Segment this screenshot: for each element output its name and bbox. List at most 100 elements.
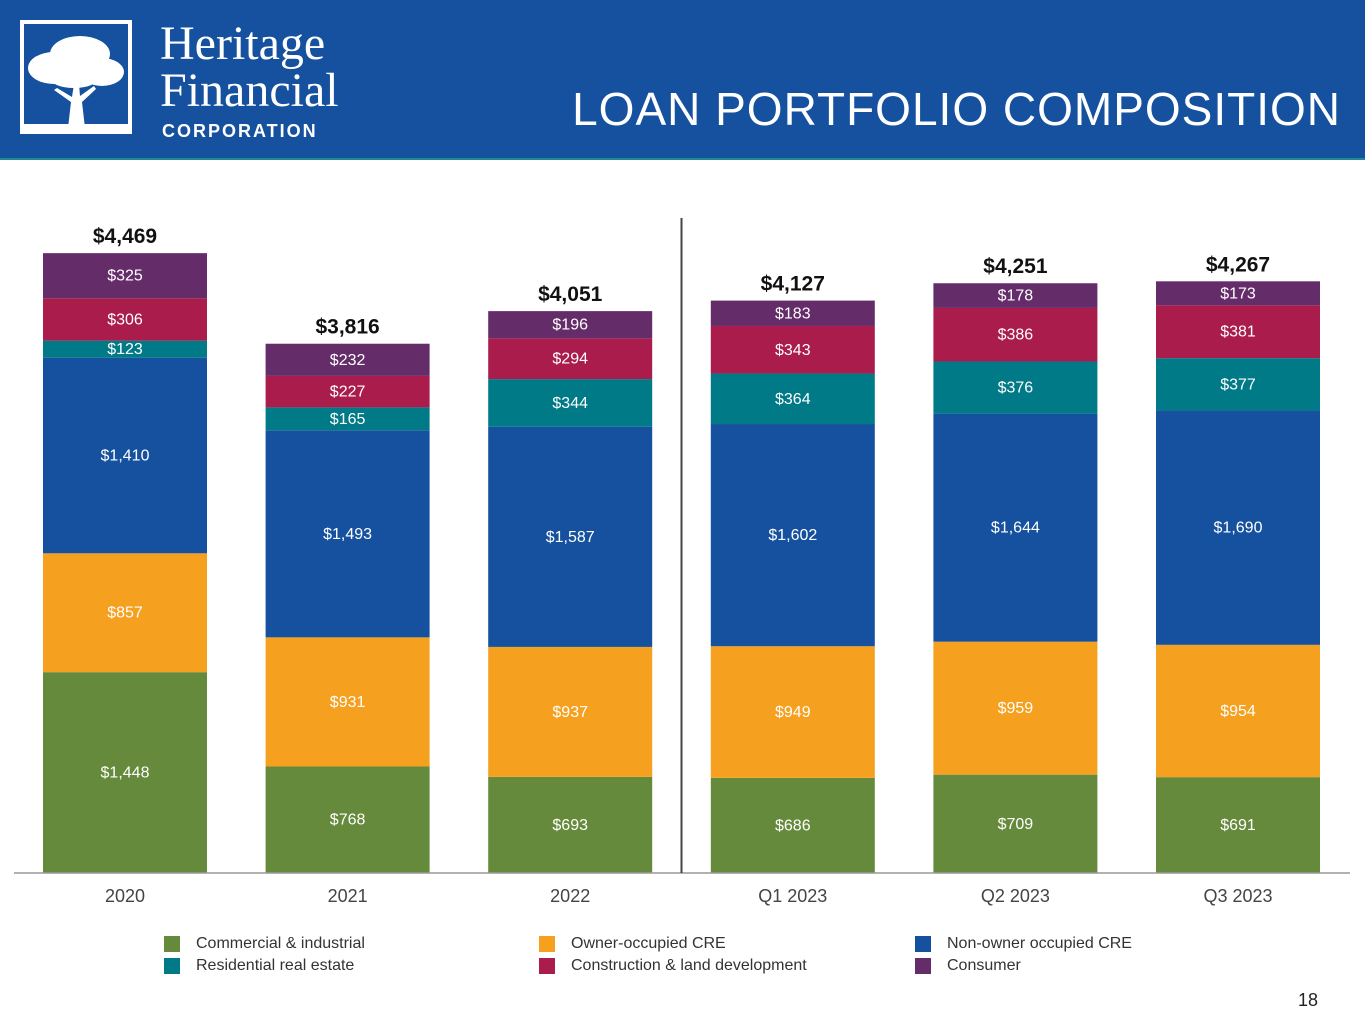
data-label: $364 — [775, 391, 811, 408]
data-label: $183 — [775, 305, 811, 322]
data-label: $1,448 — [101, 765, 150, 782]
bar-segment — [43, 298, 207, 341]
bar-segment — [710, 325, 875, 374]
data-label: $123 — [107, 341, 143, 358]
page-title: LOAN PORTFOLIO COMPOSITION — [572, 83, 1341, 135]
bar-segment — [710, 300, 875, 326]
data-label: $343 — [775, 342, 811, 359]
chart-legend: Commercial & industrial Owner-occupied C… — [164, 934, 1264, 978]
bar-segment — [265, 766, 430, 873]
data-label: $954 — [1220, 703, 1256, 720]
data-label: $686 — [775, 817, 811, 834]
data-label: $165 — [330, 411, 366, 428]
legend-swatch — [539, 958, 555, 974]
data-label: $376 — [998, 380, 1034, 397]
bar-segment — [43, 553, 207, 673]
bar-segment — [488, 379, 653, 427]
bar-segment — [43, 357, 207, 554]
data-label: $1,644 — [991, 520, 1040, 537]
total-label: $3,816 — [315, 316, 379, 339]
data-label: $377 — [1220, 376, 1256, 393]
x-tick-label: Q3 2023 — [1203, 886, 1272, 906]
data-label: $1,587 — [546, 529, 595, 546]
legend-swatch — [164, 936, 180, 952]
data-label: $294 — [552, 351, 588, 368]
data-label: $949 — [775, 704, 811, 721]
data-label: $386 — [998, 327, 1034, 344]
bar-segment — [933, 413, 1098, 642]
data-label: $178 — [998, 288, 1034, 305]
data-label: $173 — [1220, 285, 1256, 302]
bar-segment — [488, 426, 653, 647]
bar-segment — [1156, 305, 1320, 359]
bar-segment — [933, 283, 1098, 308]
data-label: $325 — [107, 268, 143, 285]
bar-segment — [1156, 358, 1320, 411]
bar-segment — [488, 776, 653, 873]
total-label: $4,051 — [538, 283, 603, 306]
legend-swatch — [915, 958, 931, 974]
bar-segment — [933, 774, 1098, 873]
page-number: 18 — [1298, 990, 1319, 1010]
stacked-bar-chart: $1,448 $857 $1,410 $123 $306 $325 $4,469 2020 $7… — [14, 218, 1350, 906]
data-label: $232 — [330, 352, 366, 369]
bar-segment — [710, 777, 875, 873]
bar-segment — [933, 307, 1098, 362]
total-label: $4,127 — [761, 273, 825, 296]
bar-segment — [933, 641, 1098, 775]
bar-segment — [488, 311, 653, 339]
x-tick-label: 2021 — [328, 886, 368, 906]
data-label: $196 — [552, 317, 588, 334]
total-label: $4,469 — [93, 225, 157, 248]
total-label: $4,251 — [983, 255, 1048, 278]
data-label: $709 — [998, 816, 1034, 833]
data-label: $1,690 — [1214, 520, 1263, 537]
data-label: $344 — [552, 395, 588, 412]
header-banner: Heritage Financial CORPORATION LOAN PORT… — [0, 0, 1365, 160]
bar-segment — [1156, 410, 1320, 645]
logo-text-heritage: Heritage — [160, 17, 326, 70]
x-tick-label: Q2 2023 — [981, 886, 1050, 906]
data-label: $227 — [330, 384, 366, 401]
data-label: $1,493 — [323, 526, 372, 543]
total-label: $4,267 — [1206, 253, 1270, 276]
logo-text-corporation: CORPORATION — [162, 121, 318, 141]
legend-label: Consumer — [947, 957, 1021, 974]
bar-segment — [265, 430, 430, 638]
data-label: $691 — [1220, 817, 1256, 834]
bar-segment — [43, 672, 207, 873]
bar-segment — [710, 424, 875, 647]
x-tick-label: 2022 — [550, 886, 590, 906]
legend-label: Commercial & industrial — [196, 935, 365, 952]
data-label: $381 — [1220, 324, 1256, 341]
bar-segment — [1156, 644, 1320, 778]
bar-segment — [488, 338, 653, 380]
bar-segment — [1156, 281, 1320, 306]
data-label: $857 — [107, 605, 143, 622]
bar-segment — [710, 646, 875, 778]
bar-segment — [43, 340, 207, 358]
bar-segment — [1156, 777, 1320, 873]
bar-segment — [43, 253, 207, 299]
legend-label: Construction & land development — [571, 957, 807, 974]
bar-segment — [265, 375, 430, 408]
tree-logo-icon — [20, 20, 132, 134]
data-label: $768 — [330, 812, 366, 829]
bar-segment — [488, 646, 653, 777]
data-label: $1,410 — [101, 448, 150, 465]
bar-segment — [265, 407, 430, 431]
bar-segment — [265, 343, 430, 376]
data-label: $937 — [552, 704, 588, 721]
x-tick-label: Q1 2023 — [758, 886, 827, 906]
legend-label: Owner-occupied CRE — [571, 935, 726, 952]
legend-swatch — [539, 936, 555, 952]
legend-label: Non-owner occupied CRE — [947, 935, 1132, 952]
data-label: $959 — [998, 700, 1034, 717]
data-label: $693 — [552, 817, 588, 834]
bar-segment — [933, 361, 1098, 414]
legend-swatch — [164, 958, 180, 974]
bar-segment — [710, 373, 875, 425]
logo-text-financial: Financial — [160, 64, 339, 117]
legend-label: Residential real estate — [196, 957, 355, 974]
data-label: $1,602 — [768, 527, 817, 544]
